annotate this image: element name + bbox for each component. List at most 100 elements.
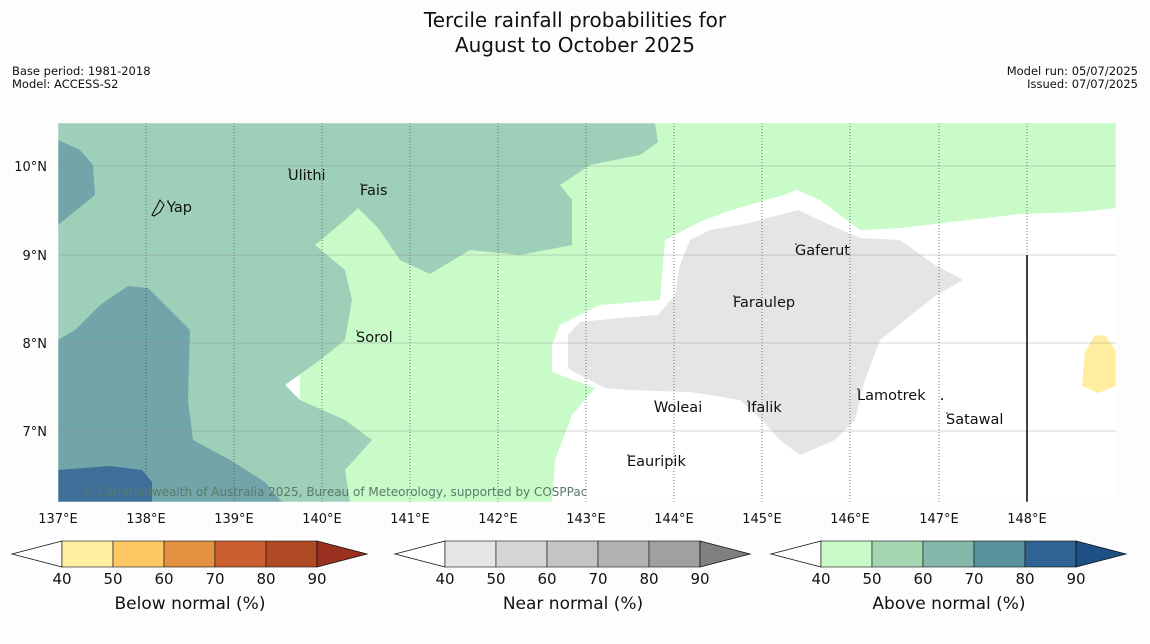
- longitude-tick-label: 145°E: [742, 512, 782, 527]
- colorbar-segment: [597, 540, 650, 568]
- colorbars: 40 50 60 70 80 90 40 50 60 70 80 90 40 50 60 70 80 90: [10, 540, 1128, 588]
- longitude-tick-label: 141°E: [390, 512, 430, 527]
- colorbar-above-title: Above normal (%): [872, 594, 1026, 614]
- longitude-tick-label: 144°E: [654, 512, 694, 527]
- colorbar-tick-label: 90: [1066, 570, 1085, 588]
- island-dot: [747, 400, 749, 402]
- latitude-tick-label: 10°N: [14, 160, 47, 175]
- colorbar-segment: [922, 540, 975, 568]
- colorbar-segment: [871, 540, 924, 568]
- colorbar-extend-low: [769, 540, 822, 568]
- meta-right: Model run: 05/07/2025 Issued: 07/07/2025: [1007, 65, 1138, 91]
- below-normal-40-50-region: [1082, 335, 1116, 393]
- colorbar-tick-label: 50: [486, 570, 505, 588]
- above-normal-60-70-region-south: [58, 286, 282, 502]
- island-dot: [946, 412, 948, 414]
- colorbar-extend-high: [699, 540, 752, 568]
- colorbar-below-title: Below normal (%): [114, 594, 266, 614]
- longitude-tick-label: 139°E: [214, 512, 254, 527]
- above-normal-60-70-region: [58, 140, 95, 225]
- place-label-eauripik: Eauripik: [627, 454, 686, 470]
- colorbar-tick-label: 80: [639, 570, 658, 588]
- colorbar-segment: [265, 540, 318, 568]
- longitude-labels: 137°E 138°E 139°E 140°E 141°E 142°E 143°E 144°E…: [38, 512, 1047, 527]
- colorbar-segment: [495, 540, 548, 568]
- colorbar-extend-high: [1075, 540, 1128, 568]
- longitude-tick-label: 140°E: [302, 512, 342, 527]
- colorbar-extend-high: [316, 540, 369, 568]
- colorbar-tick-label: 70: [964, 570, 983, 588]
- longitude-tick-label: 137°E: [38, 512, 78, 527]
- above-normal-50-60-region: [58, 123, 658, 502]
- place-label-ulithi: Ulithi: [288, 168, 326, 184]
- colorbar-segment: [444, 540, 497, 568]
- colorbar-segment: [214, 540, 267, 568]
- place-label-yap: Yap: [166, 200, 192, 216]
- colorbar-tick-label: 90: [690, 570, 709, 588]
- colorbar-segment: [820, 540, 873, 568]
- island-dot: [733, 295, 735, 297]
- place-label-fais: Fais: [360, 183, 387, 199]
- place-label-gaferut: Gaferut: [795, 243, 850, 259]
- title-line-1: Tercile rainfall probabilities for: [423, 8, 727, 32]
- place-label-woleai: Woleai: [654, 400, 702, 416]
- place-label-satawal: Satawal: [946, 412, 1003, 428]
- colorbar-tick-label: 60: [154, 570, 173, 588]
- colorbar-2: 40 50 60 70 80 90: [769, 540, 1128, 588]
- longitude-tick-label: 147°E: [919, 512, 959, 527]
- copyright-text: © Commonwealth of Australia 2025, Bureau…: [82, 485, 587, 499]
- colorbar-segment: [546, 540, 599, 568]
- colorbar-segment: [648, 540, 701, 568]
- yap-island-shape: [151, 199, 165, 217]
- map-frame: [57, 122, 1117, 503]
- map-grid: [58, 123, 1116, 502]
- longitude-tick-label: 142°E: [478, 512, 518, 527]
- longitude-tick-label: 148°E: [1007, 512, 1047, 527]
- colorbar-segment: [973, 540, 1026, 568]
- latitude-tick-label: 9°N: [23, 249, 48, 264]
- colorbar-tick-label: 80: [256, 570, 275, 588]
- base-period: Base period: 1981-2018: [12, 64, 151, 78]
- model-run: Model run: 05/07/2025: [1006, 64, 1138, 78]
- place-labels: Ulithi Fais Yap Gaferut Faraulep Sorol Lamotre…: [166, 168, 1003, 470]
- latitude-tick-label: 7°N: [23, 425, 48, 440]
- colorbar-1: 40 50 60 70 80 90: [393, 540, 752, 588]
- latitude-labels: 10°N 9°N 8°N 7°N: [14, 160, 47, 440]
- colorbar-tick-label: 60: [913, 570, 932, 588]
- colorbar-segment: [1024, 540, 1077, 568]
- near-normal-40-50-region: [568, 210, 963, 455]
- longitude-tick-label: 138°E: [126, 512, 166, 527]
- colorbar-tick-label: 70: [588, 570, 607, 588]
- colorbar-extend-low: [393, 540, 446, 568]
- colorbar-tick-label: 60: [537, 570, 556, 588]
- colorbar-tick-label: 40: [811, 570, 830, 588]
- map-title: Tercile rainfall probabilities for Augus…: [0, 8, 1150, 58]
- colorbar-extend-low: [10, 540, 63, 568]
- colorbar-tick-label: 50: [103, 570, 122, 588]
- island-dot: [654, 400, 656, 402]
- longitude-tick-label: 146°E: [830, 512, 870, 527]
- model-name: Model: ACCESS-S2: [12, 77, 119, 91]
- island-dot: [360, 183, 362, 185]
- title-line-2: August to October 2025: [454, 33, 696, 57]
- island-dot: [857, 388, 859, 390]
- colorbar-tick-label: 50: [862, 570, 881, 588]
- place-label-faraulep: Faraulep: [733, 295, 795, 311]
- island-dot: [941, 398, 943, 400]
- island-dot: [795, 243, 797, 245]
- colorbar-segment: [163, 540, 216, 568]
- meta-left: Base period: 1981-2018 Model: ACCESS-S2: [12, 65, 151, 91]
- colorbar-tick-label: 70: [205, 570, 224, 588]
- latitude-tick-label: 8°N: [23, 337, 48, 352]
- island-dot: [356, 330, 358, 332]
- colorbar-0: 40 50 60 70 80 90: [10, 540, 369, 588]
- island-dot: [167, 200, 169, 202]
- colorbar-near-title: Near normal (%): [502, 594, 644, 614]
- probability-map: [58, 123, 1116, 502]
- place-label-lamotrek: Lamotrek: [857, 388, 926, 404]
- island-dot: [288, 168, 290, 170]
- colorbar-tick-label: 90: [307, 570, 326, 588]
- issued-date: Issued: 07/07/2025: [1027, 77, 1138, 91]
- colorbar-segment: [61, 540, 114, 568]
